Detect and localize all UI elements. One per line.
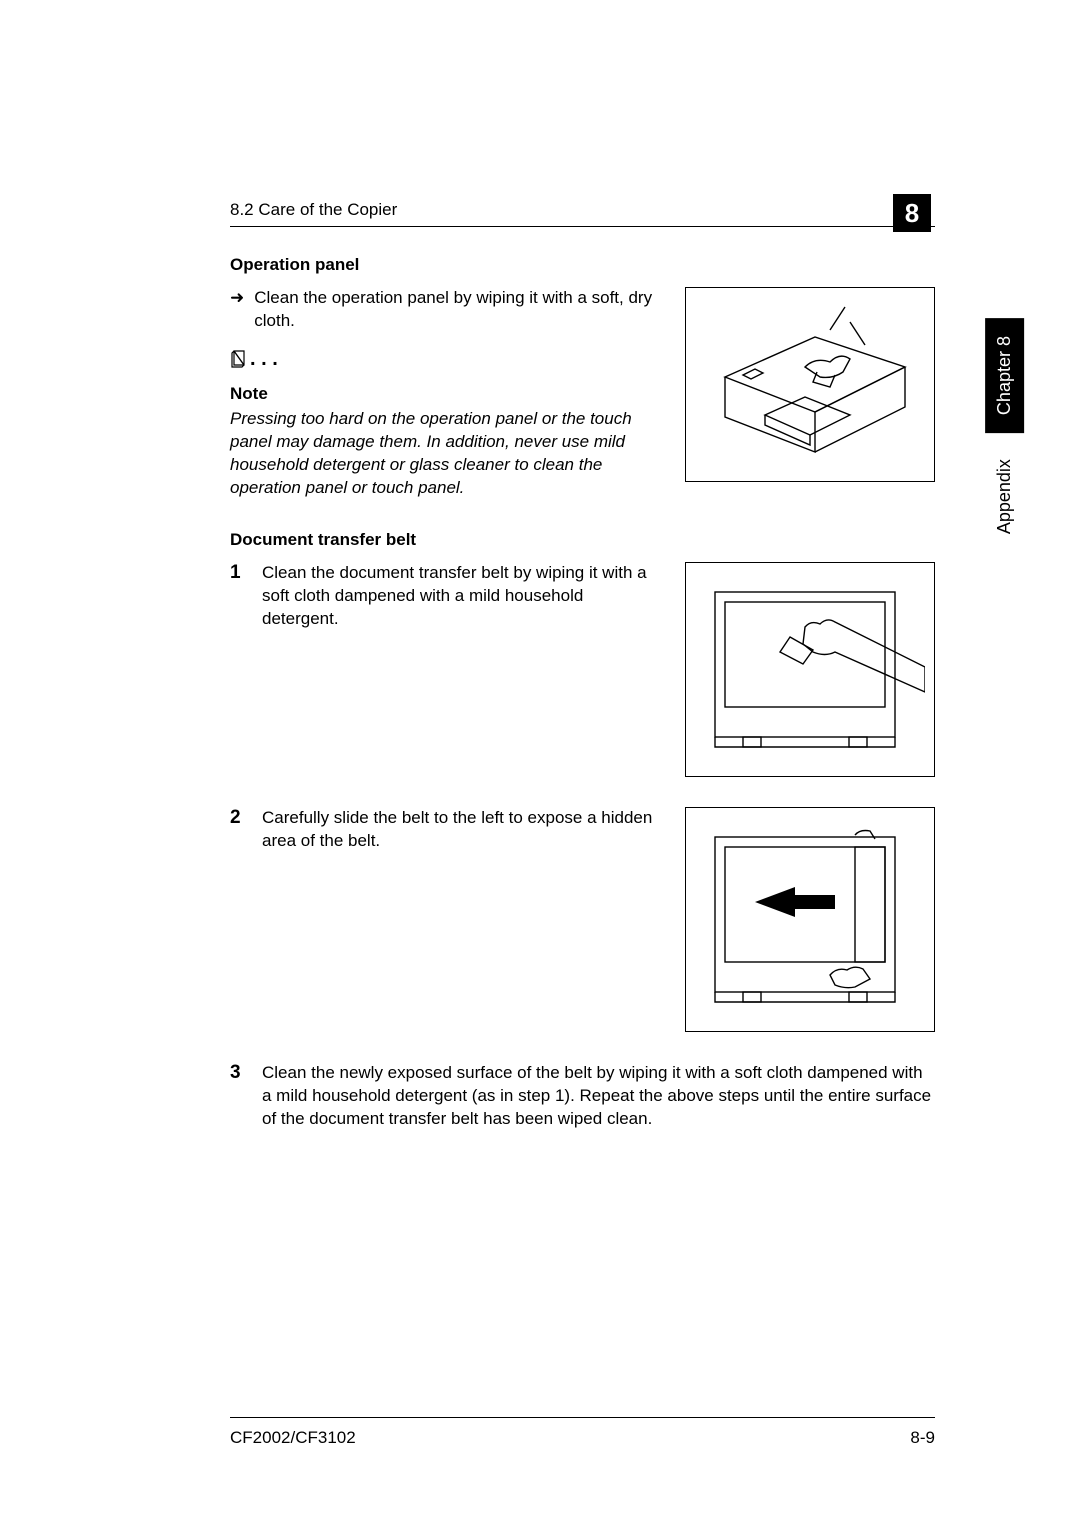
note-body: Pressing too hard on the operation panel… xyxy=(230,408,663,500)
section-title: 8.2 Care of the Copier xyxy=(230,200,397,220)
note-icon: . . . xyxy=(230,347,663,378)
operation-panel-heading: Operation panel xyxy=(230,255,935,275)
step1-illustration xyxy=(685,562,935,777)
step1-left: 1 Clean the document transfer belt by wi… xyxy=(230,562,663,649)
step2-number: 2 xyxy=(230,807,248,853)
side-tab-chapter: Chapter 8 xyxy=(985,318,1024,433)
chapter-number: 8 xyxy=(905,198,919,229)
step2-text: Carefully slide the belt to the left to … xyxy=(262,807,663,853)
operation-panel-illustration xyxy=(685,287,935,482)
operation-bullet-text: Clean the operation panel by wiping it w… xyxy=(254,287,663,333)
step2-left: 2 Carefully slide the belt to the left t… xyxy=(230,807,663,871)
step2-row: 2 Carefully slide the belt to the left t… xyxy=(230,807,935,1032)
section-title-text: Care of the Copier xyxy=(258,200,397,219)
step1: 1 Clean the document transfer belt by wi… xyxy=(230,562,663,631)
step3-text: Clean the newly exposed surface of the b… xyxy=(262,1062,935,1131)
section-number: 8.2 xyxy=(230,200,254,219)
step2: 2 Carefully slide the belt to the left t… xyxy=(230,807,663,853)
side-tab-appendix: Appendix xyxy=(994,459,1015,534)
step1-row: 1 Clean the document transfer belt by wi… xyxy=(230,562,935,777)
footer-page: 8-9 xyxy=(910,1428,935,1448)
header-rule: 8.2 Care of the Copier xyxy=(230,200,935,227)
step2-illustration xyxy=(685,807,935,1032)
side-tab: Appendix Chapter 8 xyxy=(985,318,1024,534)
note-label: Note xyxy=(230,384,663,404)
step3-number: 3 xyxy=(230,1062,248,1131)
step1-number: 1 xyxy=(230,562,248,631)
svg-text:. . .: . . . xyxy=(250,348,278,370)
transfer-belt-heading: Document transfer belt xyxy=(230,530,935,550)
arrow-icon: ➜ xyxy=(230,287,244,333)
chapter-number-box: 8 xyxy=(893,194,931,232)
page-container: 8.2 Care of the Copier 8 Operation panel… xyxy=(0,0,1080,1528)
header-wrap: 8.2 Care of the Copier 8 xyxy=(230,200,935,227)
step3: 3 Clean the newly exposed surface of the… xyxy=(230,1062,935,1131)
step1-text: Clean the document transfer belt by wipi… xyxy=(262,562,663,631)
page-footer: CF2002/CF3102 8-9 xyxy=(230,1417,935,1448)
footer-model: CF2002/CF3102 xyxy=(230,1428,356,1448)
operation-panel-text-col: ➜ Clean the operation panel by wiping it… xyxy=(230,287,663,500)
operation-panel-row: ➜ Clean the operation panel by wiping it… xyxy=(230,287,935,500)
operation-bullet: ➜ Clean the operation panel by wiping it… xyxy=(230,287,663,333)
